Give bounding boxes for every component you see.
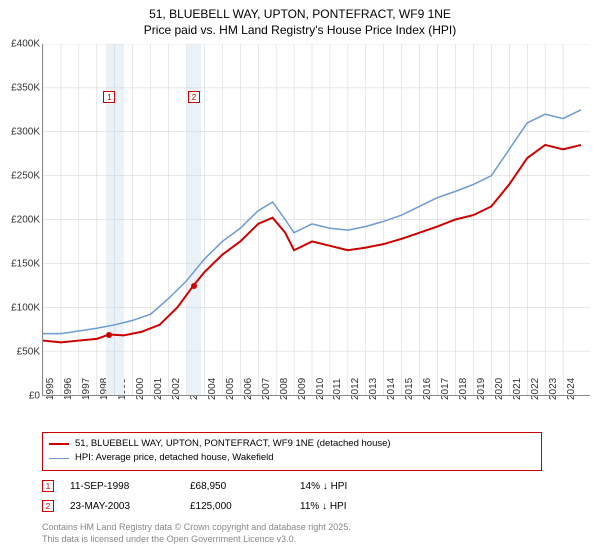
chart-plot-area: 12	[42, 44, 590, 396]
y-tick-label: £300K	[11, 127, 40, 138]
footnote-line-2: This data is licensed under the Open Gov…	[42, 534, 351, 546]
legend-label: HPI: Average price, detached house, Wake…	[75, 451, 274, 465]
transaction-price: £68,950	[190, 481, 300, 492]
line-chart-svg	[43, 44, 590, 395]
marker-label: 2	[188, 91, 200, 103]
y-tick-label: £50K	[17, 347, 40, 358]
y-tick-label: £250K	[11, 171, 40, 182]
transaction-table: 1 11-SEP-1998£68,95014% ↓ HPI 2 23-MAY-2003…	[42, 476, 400, 516]
marker-dot	[106, 332, 112, 338]
transaction-price: £125,000	[190, 501, 300, 512]
transaction-diff: 14% ↓ HPI	[300, 481, 400, 492]
marker-label: 1	[103, 91, 115, 103]
transaction-row: 2 23-MAY-2003£125,00011% ↓ HPI	[42, 496, 400, 516]
transaction-marker-icon: 1	[42, 480, 54, 492]
transaction-row: 1 11-SEP-1998£68,95014% ↓ HPI	[42, 476, 400, 496]
marker-dot	[191, 283, 197, 289]
chart-title: 51, BLUEBELL WAY, UPTON, PONTEFRACT, WF9…	[0, 0, 600, 38]
y-tick-label: £100K	[11, 303, 40, 314]
y-tick-label: £400K	[11, 39, 40, 50]
legend-box: 51, BLUEBELL WAY, UPTON, PONTEFRACT, WF9…	[42, 432, 542, 471]
legend-item: HPI: Average price, detached house, Wake…	[49, 451, 535, 465]
legend-swatch	[49, 443, 69, 445]
legend-item: 51, BLUEBELL WAY, UPTON, PONTEFRACT, WF9…	[49, 437, 535, 451]
transaction-date: 11-SEP-1998	[70, 481, 190, 492]
legend-swatch	[49, 458, 69, 460]
transaction-date: 23-MAY-2003	[70, 501, 190, 512]
y-tick-label: £350K	[11, 83, 40, 94]
title-line-2: Price paid vs. HM Land Registry's House …	[0, 22, 600, 38]
title-line-1: 51, BLUEBELL WAY, UPTON, PONTEFRACT, WF9…	[0, 6, 600, 22]
transaction-diff: 11% ↓ HPI	[300, 501, 400, 512]
footnote-line-1: Contains HM Land Registry data © Crown c…	[42, 522, 351, 534]
legend-label: 51, BLUEBELL WAY, UPTON, PONTEFRACT, WF9…	[75, 437, 391, 451]
y-tick-label: £0	[29, 391, 40, 402]
footnote: Contains HM Land Registry data © Crown c…	[42, 522, 351, 545]
y-tick-label: £200K	[11, 215, 40, 226]
transaction-marker-icon: 2	[42, 500, 54, 512]
y-tick-label: £150K	[11, 259, 40, 270]
